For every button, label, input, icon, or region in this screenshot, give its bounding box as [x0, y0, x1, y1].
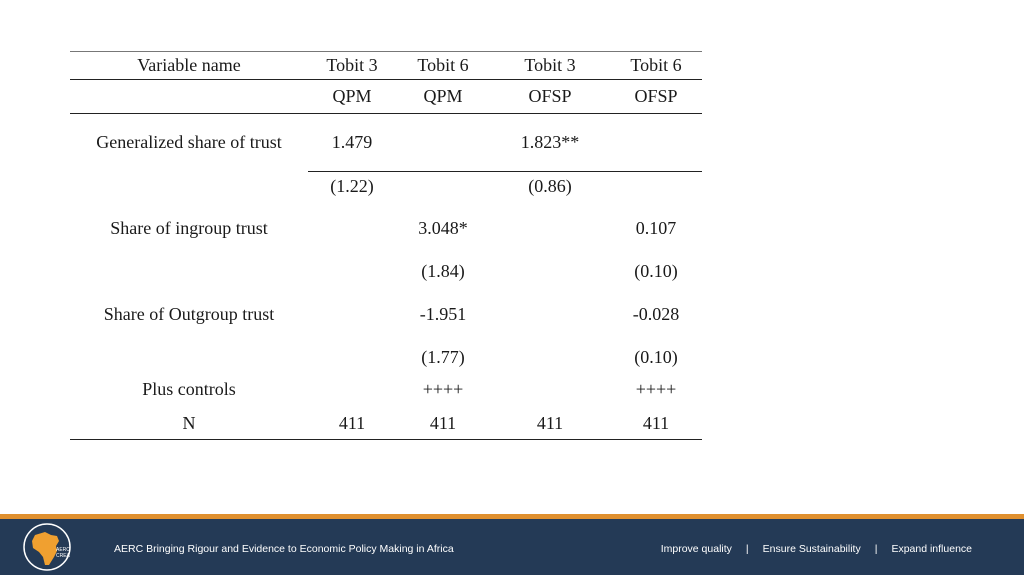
table-cell — [490, 256, 610, 286]
subheader-cell: OFSP — [490, 79, 610, 114]
table-cell — [490, 372, 610, 407]
footer-separator: | — [745, 543, 749, 555]
table-cell — [308, 200, 396, 256]
subheader-cell: OFSP — [610, 79, 702, 114]
footer-tagline: AERC Bringing Rigour and Evidence to Eco… — [114, 543, 454, 555]
footer-separator: | — [874, 543, 878, 555]
table-cell: 411 — [490, 407, 610, 440]
table-cell — [308, 372, 396, 407]
table-cell — [308, 286, 396, 342]
table-row: Share of ingroup trust 3.048* 0.107 — [70, 200, 702, 256]
aerc-logo-icon: AERC CREA — [23, 523, 71, 571]
table-cell: 411 — [308, 407, 396, 440]
subheader-cell — [70, 79, 308, 114]
table-cell — [308, 256, 396, 286]
table-cell — [610, 113, 702, 172]
table-cell: (1.77) — [421, 346, 465, 367]
row-label: Share of ingroup trust — [110, 217, 268, 238]
table-header-row: Variable name Tobit 3 Tobit 6 Tobit 3 To… — [70, 51, 702, 80]
subheader-cell: QPM — [308, 79, 396, 114]
header-cell: Tobit 6 — [610, 51, 702, 80]
header-cell: Tobit 3 — [308, 51, 396, 80]
table-cell — [490, 286, 610, 342]
regression-results-table: Variable name Tobit 3 Tobit 6 Tobit 3 To… — [70, 51, 702, 440]
table-cell: (0.10) — [634, 346, 678, 367]
footer-accent-stripe — [0, 514, 1024, 519]
header-cell: Tobit 3 — [490, 51, 610, 80]
row-label: Generalized share of trust — [96, 132, 282, 153]
table-cell: (1.22) — [330, 175, 374, 196]
footer-bar — [0, 514, 1024, 575]
table-cell: ++++ — [422, 379, 464, 399]
footer-link-ensure-sustainability[interactable]: Ensure Sustainability — [762, 543, 861, 555]
table-row: Generalized share of trust 1.479 1.823** — [70, 113, 702, 172]
table-cell — [308, 342, 396, 372]
table-cell: 411 — [610, 407, 702, 440]
table-row: (1.84) (0.10) — [70, 256, 702, 286]
logo-text-aerc: AERC — [56, 547, 70, 553]
row-label: N — [70, 407, 308, 440]
subheader-cell: QPM — [396, 79, 490, 114]
table-cell — [396, 113, 490, 172]
table-cell — [490, 200, 610, 256]
table-cell: (0.86) — [528, 175, 572, 196]
table-cell: 0.107 — [635, 217, 677, 238]
table-cell: 1.823** — [490, 113, 610, 172]
row-label: Plus controls — [142, 379, 236, 399]
table-cell: 411 — [396, 407, 490, 440]
header-cell: Tobit 6 — [396, 51, 490, 80]
footer-link-expand-influence[interactable]: Expand influence — [891, 543, 972, 555]
table-row: Plus controls ++++ ++++ — [70, 372, 702, 407]
row-label — [70, 172, 308, 201]
footer-link-improve-quality[interactable]: Improve quality — [660, 543, 732, 555]
row-label — [70, 342, 308, 372]
footer-links: Improve quality | Ensure Sustainability | Ex… — [661, 543, 972, 555]
table-row: (1.22) (0.86) — [70, 172, 702, 201]
logo-text-crea: CREA — [56, 553, 71, 559]
row-label: Share of Outgroup trust — [103, 303, 275, 324]
table-cell: 1.479 — [308, 113, 396, 172]
table-cell — [490, 342, 610, 372]
table-row: N 411 411 411 411 — [70, 407, 702, 440]
table-row: (1.77) (0.10) — [70, 342, 702, 372]
table-subheader-row: QPM QPM OFSP OFSP — [70, 79, 702, 114]
table-cell: (1.84) — [421, 260, 465, 281]
table-cell: -0.028 — [632, 303, 680, 324]
table-cell — [396, 172, 490, 201]
table-cell: -1.951 — [419, 303, 467, 324]
row-label — [70, 256, 308, 286]
header-cell: Variable name — [70, 51, 308, 80]
table-row: Share of Outgroup trust -1.951 -0.028 — [70, 286, 702, 342]
table-cell: (0.10) — [634, 260, 678, 281]
table-cell — [610, 172, 702, 201]
table-cell: ++++ — [635, 379, 677, 399]
table-cell: 3.048* — [418, 217, 468, 238]
